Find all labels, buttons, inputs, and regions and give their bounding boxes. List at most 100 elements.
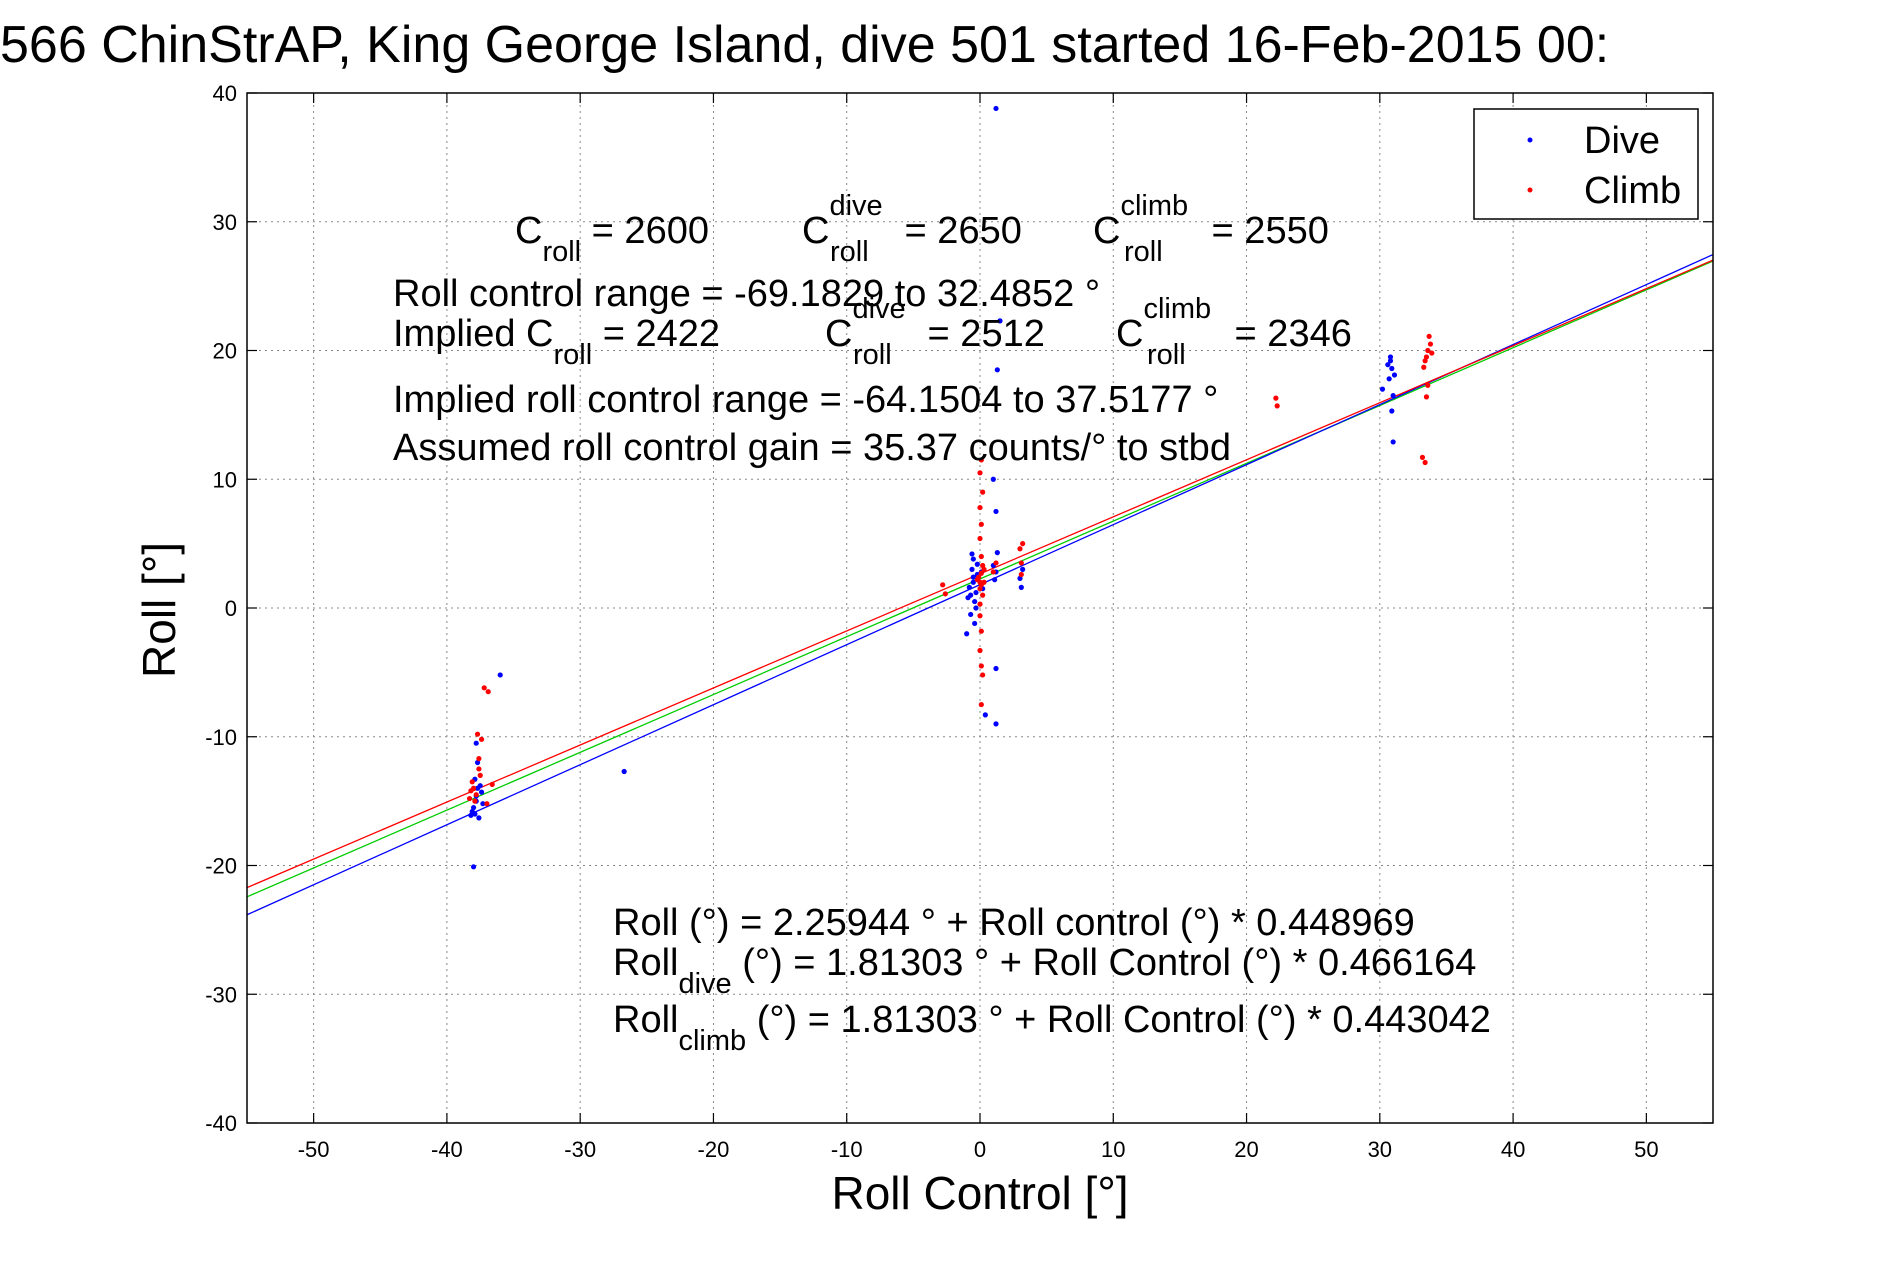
c-dive-sup: dive [829, 190, 882, 222]
implied-c-dive-sup: dive [852, 293, 905, 325]
point-dive [1387, 354, 1394, 360]
point-climb [472, 798, 478, 804]
point-dive [969, 566, 975, 572]
point-dive [997, 318, 1003, 324]
point-climb [1421, 364, 1427, 370]
point-dive [1390, 439, 1396, 445]
point-climb [1422, 459, 1428, 466]
point-dive [973, 589, 979, 596]
point-climb [466, 795, 473, 802]
point-dive [476, 815, 482, 821]
point-climb [1020, 541, 1026, 547]
c-climb-sub: roll [1124, 236, 1163, 268]
point-climb [977, 504, 983, 511]
point-climb [474, 731, 481, 737]
point-climb [485, 689, 491, 695]
x-tick-label: 30 [1368, 1137, 1392, 1162]
point-dive [993, 508, 999, 515]
point-dive [993, 105, 999, 112]
legend-climb-marker [1527, 187, 1533, 193]
c-climb-value: = 2550 [1201, 210, 1329, 252]
point-climb [977, 601, 983, 607]
point-climb [990, 569, 996, 575]
point-dive [473, 740, 479, 746]
point-climb [1425, 347, 1431, 354]
c-dive-value: = 2650 [894, 210, 1022, 252]
point-climb [478, 736, 485, 742]
point-climb [1426, 333, 1432, 339]
point-climb [940, 582, 946, 588]
point-climb [1423, 394, 1430, 400]
c-dive-symbol: C [802, 210, 829, 252]
x-tick-label: -30 [564, 1137, 596, 1162]
point-dive [1390, 392, 1396, 399]
point-dive [480, 801, 486, 807]
c-values-annotation: Croll = 2600 Cdive roll = 2650 Cclimb roll… [515, 190, 1329, 268]
legend-dive-label: Dive [1584, 120, 1660, 162]
point-dive [1018, 584, 1024, 591]
point-dive [970, 574, 976, 580]
point-dive [477, 783, 483, 789]
c-roll-sub: roll [542, 236, 581, 268]
x-tick-label: 20 [1234, 1137, 1258, 1162]
point-dive [470, 864, 477, 870]
legend: Dive Climb [1473, 108, 1699, 220]
fit-equation-climb: Rollclimb (°) = 1.81303 ° + Roll Control… [613, 999, 1491, 1057]
point-climb [484, 801, 490, 807]
point-climb [978, 553, 984, 560]
fit-equation-all: Roll (°) = 2.25944 ° + Roll control (°) … [613, 902, 1415, 944]
x-tick-label: 50 [1634, 1137, 1658, 1162]
point-climb [469, 779, 475, 785]
point-dive [497, 672, 503, 678]
y-tick-label: 10 [213, 467, 237, 492]
point-climb [468, 788, 474, 794]
implied-c-dive-symbol: C [825, 313, 852, 355]
implied-c-dive-sub: roll [853, 339, 892, 371]
c-climb-sup: climb [1120, 190, 1188, 222]
legend-climb-label: Climb [1584, 170, 1681, 212]
point-climb [978, 701, 984, 708]
point-climb [1018, 560, 1024, 566]
point-dive [994, 367, 1000, 373]
point-dive [1379, 386, 1386, 392]
point-climb [1429, 350, 1435, 356]
point-climb [1427, 341, 1434, 347]
chart-title: 566 ChinStrAP, King George Island, dive … [0, 16, 1609, 74]
point-climb [980, 592, 986, 598]
x-tick-label: 10 [1101, 1137, 1125, 1162]
point-climb [977, 647, 983, 654]
point-climb [477, 772, 483, 778]
y-tick-label: 20 [213, 339, 237, 364]
point-climb [942, 591, 948, 597]
point-climb [978, 570, 984, 576]
point-climb [977, 613, 983, 619]
implied-c-annotation: Implied Croll = 2422 Cdive roll = 2512 Cc… [393, 293, 1352, 371]
point-dive [993, 721, 999, 727]
fit-dive-roll: Roll [613, 942, 678, 984]
point-climb [980, 672, 986, 678]
point-dive [974, 561, 980, 567]
point-climb [1423, 354, 1430, 360]
point-dive [621, 768, 627, 775]
c-roll-symbol: C [515, 210, 542, 252]
svg-text:Croll = 2600: Croll = 2600 [515, 210, 709, 268]
fit-equation-dive: Rolldive (°) = 1.81303 ° + Roll Control … [613, 942, 1476, 1000]
implied-c-dive-value: = 2512 [917, 313, 1045, 355]
point-climb [981, 566, 987, 572]
point-climb [1017, 546, 1023, 552]
legend-dive-marker [1527, 137, 1533, 143]
assumed-gain: Assumed roll control gain = 35.37 counts… [393, 427, 1231, 469]
fit-dive-sub: dive [678, 968, 731, 1000]
fit-climb-rest: (°) = 1.81303 ° + Roll Control (°) * 0.4… [746, 999, 1491, 1041]
point-climb [476, 756, 482, 762]
point-dive [992, 577, 998, 583]
point-climb [980, 489, 986, 495]
point-dive [1020, 566, 1026, 572]
point-dive [965, 595, 971, 601]
legend-box [1473, 108, 1699, 220]
point-dive [1389, 408, 1395, 414]
axis-ticks: -50 -40 -30 -20 -10 0 10 20 30 40 50 -40 -30 -20 -10 0 1… [205, 81, 1713, 1162]
